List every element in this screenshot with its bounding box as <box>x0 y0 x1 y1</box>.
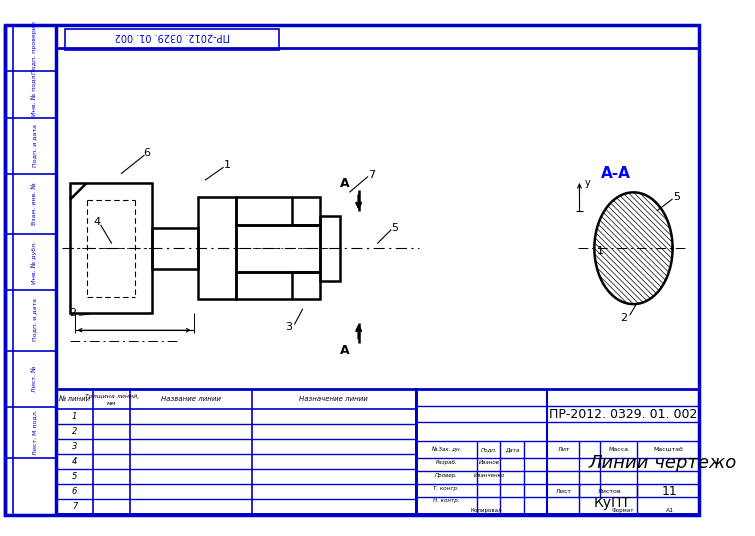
Text: 1: 1 <box>72 412 77 421</box>
Text: y: y <box>585 178 590 188</box>
Text: № Зак. дн.: № Зак. дн. <box>431 447 461 452</box>
Bar <box>236 225 319 272</box>
Text: 3: 3 <box>72 442 77 451</box>
Bar <box>152 228 199 269</box>
Text: Линии чертежо: Линии чертежо <box>589 455 737 472</box>
Text: А1: А1 <box>666 508 674 512</box>
Text: 1: 1 <box>223 160 231 170</box>
Text: Лит: Лит <box>557 447 570 452</box>
Text: 11: 11 <box>662 485 678 498</box>
Text: 2: 2 <box>69 308 76 318</box>
Bar <box>70 183 152 314</box>
Text: 6: 6 <box>143 148 151 158</box>
Text: Листов: Листов <box>597 489 621 494</box>
Bar <box>56 389 417 513</box>
Text: Разраб.: Разраб. <box>436 460 457 465</box>
Text: А: А <box>340 344 350 357</box>
Text: 2: 2 <box>621 313 627 323</box>
Text: Толщина линий,: Толщина линий, <box>85 394 139 399</box>
Text: № линии: № линии <box>58 396 91 402</box>
Bar <box>417 389 698 513</box>
Text: Подп.: Подп. <box>481 447 498 452</box>
Bar <box>236 197 319 225</box>
Text: Формат: Формат <box>612 508 634 512</box>
Text: 2: 2 <box>72 427 77 436</box>
Text: Копировал: Копировал <box>470 508 502 512</box>
Text: Инв. № подл.: Инв. № подл. <box>32 73 37 116</box>
Text: 5: 5 <box>72 472 77 481</box>
Bar <box>319 215 340 281</box>
Text: 3: 3 <box>285 323 292 332</box>
Text: Подп. и дата: Подп. и дата <box>32 299 37 341</box>
Bar <box>236 272 319 300</box>
Text: Лист: Лист <box>556 489 572 494</box>
Text: Дата: Дата <box>505 447 519 452</box>
Text: Масса: Масса <box>609 447 629 452</box>
Text: Назначение линии: Назначение линии <box>299 396 368 402</box>
Text: Провер.: Провер. <box>435 473 458 478</box>
Text: Иванченко: Иванченко <box>473 473 505 478</box>
Bar <box>65 29 279 50</box>
Bar <box>199 197 236 300</box>
Text: 5: 5 <box>673 192 680 202</box>
Text: Т. контр.: Т. контр. <box>433 486 459 491</box>
Text: Н. контр.: Н. контр. <box>433 498 460 503</box>
Text: Взам. инв. №: Взам. инв. № <box>32 182 37 225</box>
Text: А-А: А-А <box>601 166 630 181</box>
Text: Подп. и дата: Подп. и дата <box>32 124 37 167</box>
Text: 6: 6 <box>72 487 77 496</box>
Text: ПР-2012. 0329. 01. 002: ПР-2012. 0329. 01. 002 <box>549 408 698 421</box>
Text: Иванов: Иванов <box>479 460 500 465</box>
Text: Подп. проверил: Подп. проверил <box>32 21 37 75</box>
Text: 1: 1 <box>596 246 603 256</box>
Text: Лист. №: Лист. № <box>32 366 37 392</box>
Text: ПР-2012. 0329. 01. 002: ПР-2012. 0329. 01. 002 <box>115 31 230 41</box>
Text: 4: 4 <box>72 457 77 466</box>
Text: Масштаб: Масштаб <box>653 447 683 452</box>
Text: 7: 7 <box>72 502 77 511</box>
Text: 5: 5 <box>392 223 399 233</box>
Text: мм: мм <box>107 401 116 406</box>
Text: КуПТ: КуПТ <box>593 496 630 510</box>
Text: 4: 4 <box>94 217 100 227</box>
Text: А: А <box>340 176 350 190</box>
Text: Название линии: Название линии <box>161 396 221 402</box>
Text: Инв. № дубл.: Инв. № дубл. <box>32 241 37 284</box>
Text: 7: 7 <box>368 170 375 180</box>
Text: Лист. М подл.: Лист. М подл. <box>32 409 37 455</box>
